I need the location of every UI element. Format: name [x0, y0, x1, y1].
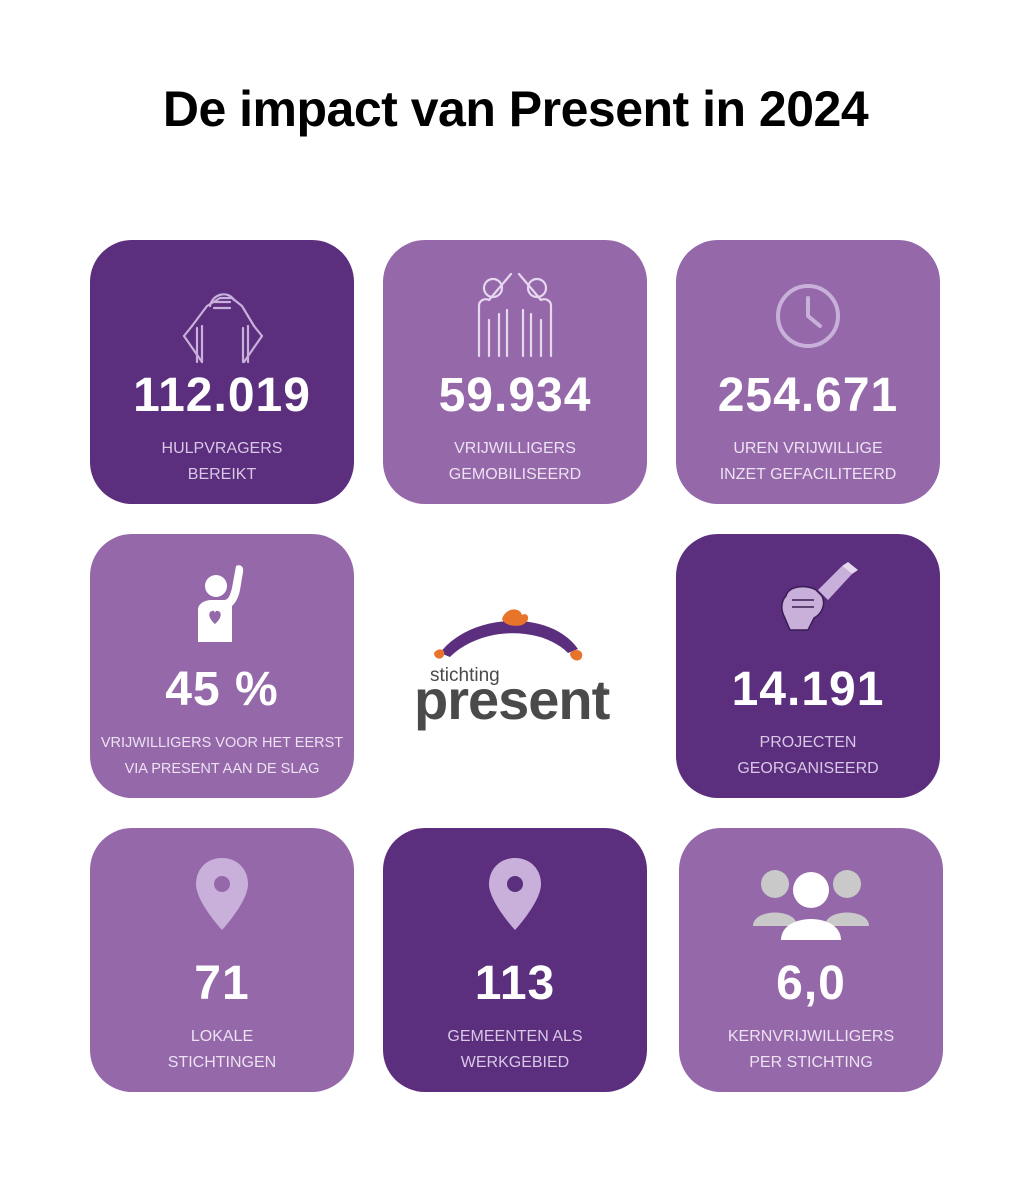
- high-five-icon: [477, 272, 553, 358]
- stat-value: 6,0: [776, 957, 846, 1010]
- logo-arc-icon: [434, 609, 583, 661]
- stat-label: GEMEENTEN ALS WERKGEBIED: [447, 1028, 583, 1071]
- stat-value: 113: [474, 957, 556, 1010]
- stat-value: 14.191: [731, 663, 885, 716]
- logo-registered: ®: [602, 687, 609, 697]
- logo-small-text: stichting: [430, 665, 500, 686]
- volunteer-heart-icon: [198, 565, 244, 642]
- stat-value: 112.019: [133, 369, 311, 422]
- stat-label: HULPVRAGERS BEREIKT: [161, 440, 283, 483]
- group-people-icon: [753, 870, 869, 940]
- stat-label: PROJECTEN GEORGANISEERD: [737, 734, 879, 777]
- location-pin-icon: [196, 858, 248, 930]
- stat-card-gemeenten: 113 GEMEENTEN ALS WERKGEBIED: [383, 828, 647, 1092]
- stat-card-kernvrijwilligers: 6,0 KERNVRIJWILLIGERS PER STICHTING: [679, 828, 943, 1092]
- stat-card-hulpvragers: 112.019 HULPVRAGERS BEREIKT: [90, 240, 354, 504]
- stat-value: 45 %: [165, 663, 279, 716]
- stat-label: VRIJWILLIGERS GEMOBILISEERD: [448, 440, 582, 483]
- page-title: De impact van Present in 2024: [162, 81, 869, 137]
- paintbrush-fist-icon: [781, 562, 858, 631]
- stat-card-vrijwilligers: 59.934 VRIJWILLIGERS GEMOBILISEERD: [383, 240, 647, 504]
- stat-card-uren: 254.671 UREN VRIJWILLIGE INZET GEFACILITE…: [676, 240, 940, 504]
- stat-label: VRIJWILLIGERS VOOR HET EERST VIA PRESENT …: [100, 735, 344, 777]
- stat-label: KERNVRIJWILLIGERS PER STICHTING: [727, 1028, 895, 1071]
- logo-big-text: present: [414, 668, 610, 731]
- stat-label: LOKALE STICHTINGEN: [167, 1028, 277, 1071]
- location-pin-icon: [489, 858, 541, 930]
- stat-card-projecten: 14.191 PROJECTEN GEORGANISEERD: [676, 534, 940, 798]
- clock-icon: [776, 284, 840, 348]
- stat-value: 71: [194, 957, 250, 1010]
- handshake-icon: [182, 293, 264, 364]
- stat-label: UREN VRIJWILLIGE INZET GEFACILITEERD: [719, 440, 897, 483]
- stat-card-eerst: 45 % VRIJWILLIGERS VOOR HET EERST VIA PRE…: [90, 534, 354, 798]
- stichting-present-logo: stichting present ®: [410, 595, 620, 735]
- stat-value: 254.671: [717, 369, 899, 422]
- stat-card-stichtingen: 71 LOKALE STICHTINGEN: [90, 828, 354, 1092]
- stat-value: 59.934: [438, 369, 592, 422]
